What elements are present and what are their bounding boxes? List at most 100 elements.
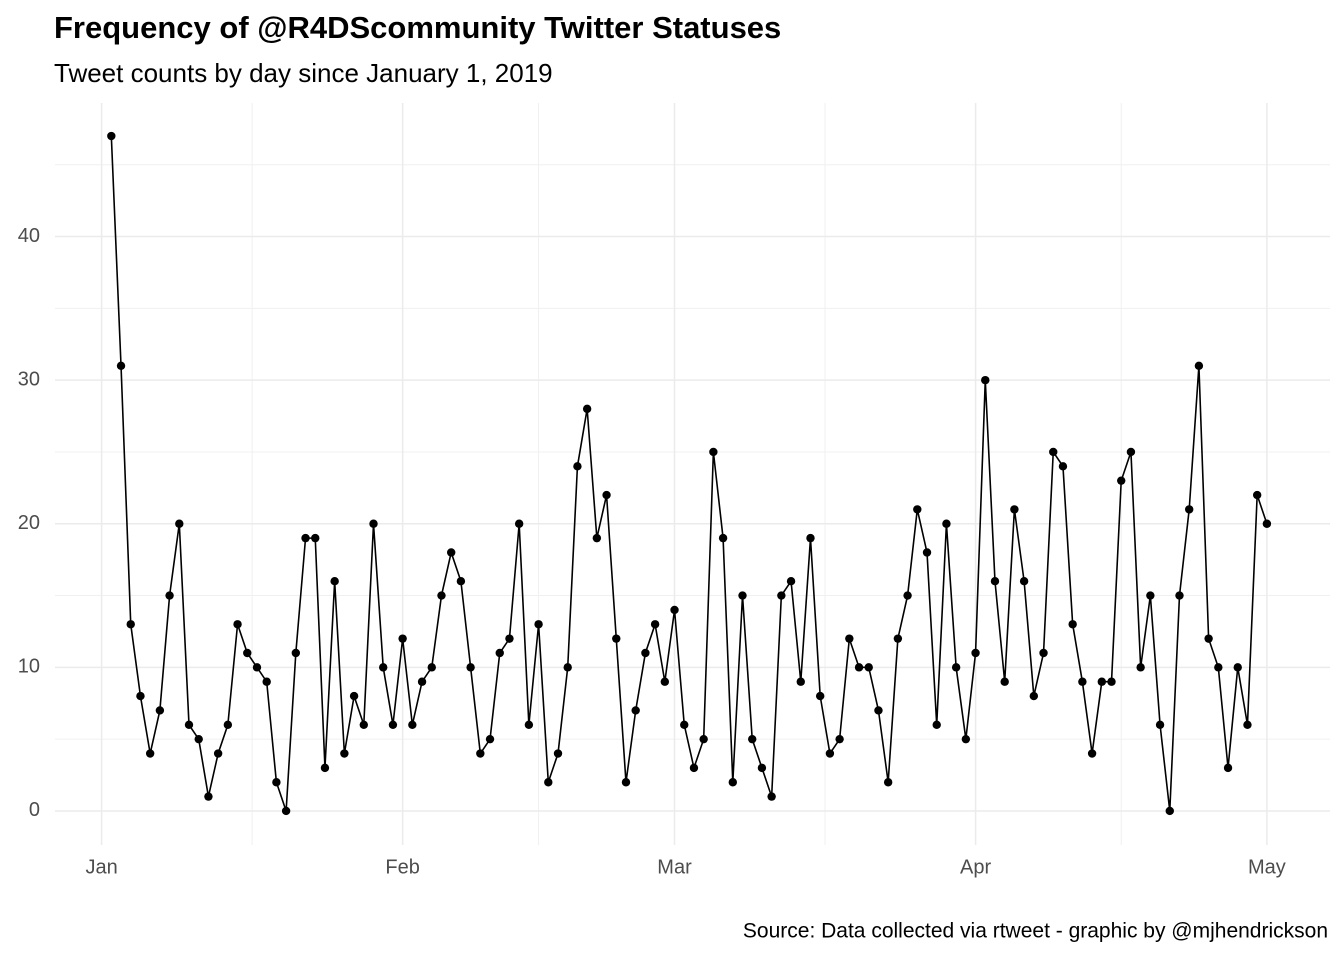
point — [971, 648, 980, 658]
point — [825, 749, 835, 758]
point — [612, 634, 621, 643]
point — [903, 591, 912, 600]
point — [116, 361, 126, 370]
point — [961, 734, 971, 744]
point — [592, 533, 602, 543]
point — [107, 131, 116, 141]
point — [427, 663, 436, 672]
point — [796, 677, 805, 686]
point — [320, 763, 330, 773]
point — [514, 519, 524, 528]
point — [1252, 490, 1262, 500]
point — [379, 663, 388, 672]
point — [301, 533, 310, 543]
x-tick-label: Jan — [85, 856, 117, 878]
point — [262, 677, 271, 686]
point — [369, 519, 378, 528]
point — [281, 806, 291, 816]
point — [1117, 476, 1126, 485]
point — [748, 734, 757, 744]
point — [718, 533, 728, 543]
point — [233, 620, 242, 629]
point — [709, 447, 718, 457]
point — [330, 577, 339, 586]
point — [883, 778, 893, 787]
point — [757, 763, 767, 773]
point — [1184, 505, 1194, 514]
point — [126, 620, 135, 629]
point — [1165, 806, 1174, 816]
point — [573, 462, 582, 471]
point — [155, 706, 165, 715]
point — [767, 792, 776, 801]
point — [621, 778, 631, 787]
point — [680, 720, 689, 730]
point — [194, 734, 203, 744]
point — [184, 720, 194, 730]
y-tick-label: 10 — [18, 656, 40, 678]
point — [165, 591, 174, 600]
point — [699, 734, 708, 744]
point — [1087, 749, 1097, 758]
point — [864, 663, 873, 672]
y-tick-label: 40 — [18, 225, 40, 247]
point — [786, 577, 796, 586]
x-tick-label: Mar — [657, 856, 692, 878]
point — [291, 648, 301, 658]
point — [1058, 462, 1068, 471]
point — [660, 677, 670, 686]
point — [874, 706, 883, 715]
point — [1039, 648, 1048, 658]
point — [476, 749, 485, 758]
point — [1078, 677, 1087, 686]
y-tick-label: 20 — [18, 512, 40, 534]
point — [223, 720, 233, 730]
point — [495, 648, 504, 658]
point — [728, 778, 737, 787]
point — [485, 734, 495, 744]
point — [446, 548, 456, 557]
point — [981, 375, 990, 385]
point — [563, 663, 572, 672]
point — [990, 577, 1000, 586]
point — [175, 519, 184, 528]
point — [1049, 447, 1058, 457]
point — [670, 605, 679, 615]
point — [893, 634, 903, 643]
point — [1194, 361, 1204, 370]
point — [272, 778, 281, 787]
point — [1243, 720, 1252, 730]
point — [650, 620, 660, 629]
point — [835, 734, 844, 744]
point — [1175, 591, 1184, 600]
point — [845, 634, 854, 643]
point — [631, 706, 640, 715]
point — [1136, 663, 1145, 672]
x-tick-label: Feb — [385, 856, 419, 878]
chart-caption: Source: Data collected via rtweet - grap… — [743, 920, 1328, 943]
point — [213, 749, 223, 758]
point — [1068, 620, 1077, 629]
point — [951, 663, 961, 672]
point — [641, 648, 650, 658]
point — [1204, 634, 1213, 643]
point — [1000, 677, 1009, 686]
point — [806, 533, 815, 543]
point — [340, 749, 349, 758]
point — [1126, 447, 1136, 457]
point — [942, 519, 951, 528]
chart-title: Frequency of @R4DScommunity Twitter Stat… — [54, 10, 781, 45]
point — [349, 691, 359, 701]
point — [398, 634, 407, 643]
point — [388, 720, 398, 730]
point — [1223, 763, 1233, 773]
point — [505, 634, 514, 643]
point — [1146, 591, 1155, 600]
point — [689, 763, 699, 773]
point — [922, 548, 932, 557]
y-tick-label: 30 — [18, 368, 40, 390]
point — [1214, 663, 1223, 672]
point — [544, 778, 553, 787]
